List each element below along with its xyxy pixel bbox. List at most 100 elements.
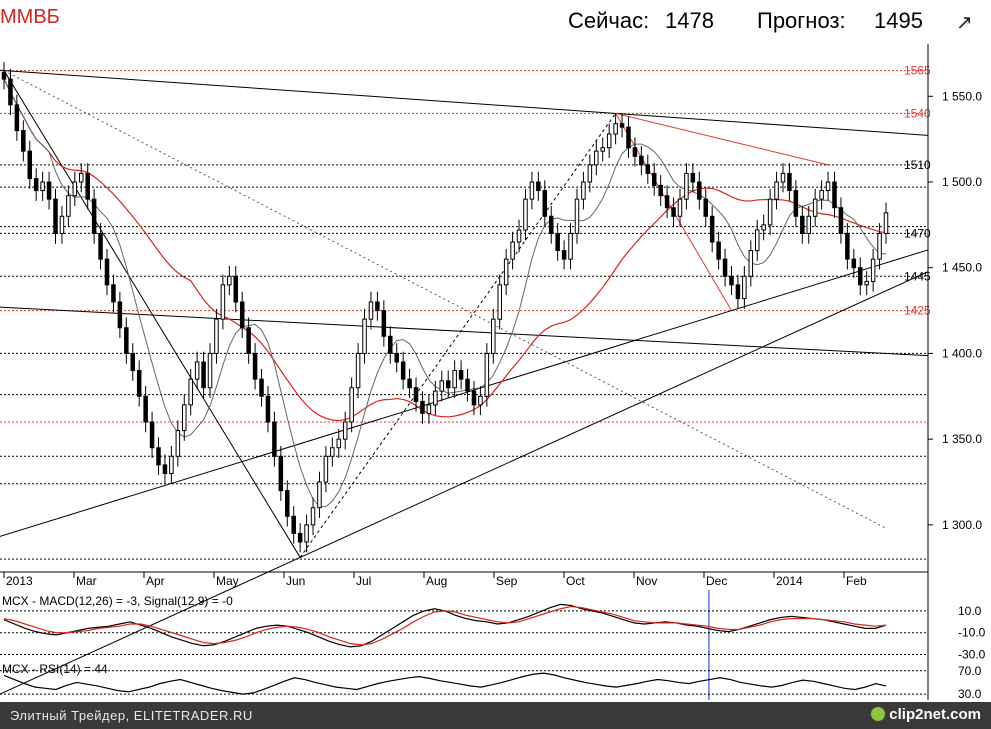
resistance-trendline bbox=[0, 69, 929, 136]
candle-body bbox=[555, 232, 560, 252]
series-line bbox=[3, 605, 887, 646]
dotted-fan-line bbox=[3, 70, 887, 529]
level-label-red: 1540 bbox=[904, 106, 931, 120]
candle-body bbox=[651, 172, 657, 186]
candle-body bbox=[72, 181, 78, 197]
candle-body bbox=[568, 232, 573, 260]
candle-body bbox=[825, 181, 831, 192]
candle-body bbox=[838, 207, 844, 234]
panel-tick-label: 30.0 bbox=[958, 687, 982, 701]
month-label: Jun bbox=[286, 574, 305, 588]
candle-body bbox=[471, 390, 477, 406]
candle-body bbox=[188, 378, 193, 406]
month-label: Dec bbox=[706, 574, 727, 588]
candle-body bbox=[207, 352, 213, 389]
candle-body bbox=[877, 232, 882, 260]
candle-body bbox=[59, 215, 65, 234]
candle-body bbox=[800, 215, 805, 234]
decline-trendline bbox=[3, 70, 301, 558]
candle-body bbox=[529, 181, 535, 200]
month-label: Aug bbox=[426, 574, 447, 588]
candle-body bbox=[767, 198, 773, 226]
price-tick-label: 1 350.0 bbox=[942, 432, 982, 446]
candle-body bbox=[342, 421, 348, 440]
candle-body bbox=[407, 378, 412, 389]
candle-body bbox=[754, 229, 760, 252]
candle-body bbox=[375, 301, 380, 312]
candle-body bbox=[40, 181, 45, 192]
candle-body bbox=[812, 198, 818, 217]
candle-body bbox=[632, 147, 638, 157]
candle-body bbox=[536, 181, 541, 192]
candle-body bbox=[819, 190, 824, 200]
current-price-label: Сейчас: bbox=[568, 8, 650, 33]
candle-body bbox=[124, 327, 129, 354]
candle-body bbox=[78, 172, 84, 183]
candle-body bbox=[368, 301, 374, 320]
candle-body bbox=[729, 275, 734, 286]
candle-body bbox=[716, 241, 721, 260]
macd-panel: 10.0 -10.0 -30.0 bbox=[0, 603, 986, 662]
level-label: 1470 bbox=[904, 226, 931, 240]
current-price-value: 1478 bbox=[665, 8, 714, 33]
candle-body bbox=[735, 284, 741, 300]
month-label: Apr bbox=[146, 574, 165, 588]
candle-body bbox=[548, 215, 554, 234]
candle-body bbox=[613, 123, 618, 135]
candle-body bbox=[478, 395, 483, 406]
panel-tick-label: -30.0 bbox=[958, 648, 986, 662]
candle-body bbox=[291, 515, 296, 534]
candle-body bbox=[626, 126, 631, 149]
lower-channel-line bbox=[0, 306, 929, 357]
candle-body bbox=[774, 181, 779, 200]
month-label: Mar bbox=[76, 574, 97, 588]
month-label: Sep bbox=[496, 574, 518, 588]
candle-body bbox=[458, 370, 464, 380]
candle-body bbox=[787, 172, 792, 192]
candle-body bbox=[465, 378, 470, 392]
candle-body bbox=[259, 378, 264, 397]
price-chart: 151014701445156515401425 1 550.01 500.01… bbox=[0, 44, 986, 701]
expand-arrow-icon[interactable]: ↗ bbox=[956, 12, 973, 34]
long-support-line bbox=[0, 249, 929, 537]
brand-name: clip2net.com bbox=[889, 706, 981, 723]
candle-body bbox=[194, 361, 200, 380]
candle-body bbox=[439, 380, 445, 392]
candle-body bbox=[381, 310, 387, 337]
month-label: 2013 bbox=[6, 574, 33, 588]
candle-body bbox=[111, 284, 116, 303]
candle-body bbox=[162, 464, 168, 474]
level-label-red: 1565 bbox=[904, 64, 931, 78]
forecast-value: 1495 bbox=[874, 8, 923, 33]
clip2net-logo-icon bbox=[871, 707, 886, 721]
price-tick-label: 1 300.0 bbox=[942, 518, 982, 532]
forecast-label: Прогноз: bbox=[757, 8, 846, 33]
candle-body bbox=[433, 390, 438, 406]
support-trendline bbox=[0, 271, 929, 695]
candle-body bbox=[33, 178, 39, 192]
candle-body bbox=[220, 284, 226, 320]
candle-body bbox=[722, 258, 728, 277]
candle-body bbox=[265, 395, 271, 423]
candle-body bbox=[246, 327, 251, 354]
moving-averages bbox=[3, 78, 887, 508]
candle-body bbox=[252, 352, 258, 380]
candle-body bbox=[587, 164, 593, 183]
panel-tick-label: 70.0 bbox=[958, 664, 982, 678]
candle-body bbox=[143, 395, 148, 423]
candle-body bbox=[606, 133, 612, 149]
candle-body bbox=[523, 198, 528, 231]
candle-body bbox=[310, 507, 316, 526]
candle-body bbox=[156, 447, 161, 466]
candle-body bbox=[420, 400, 425, 414]
candle-body bbox=[169, 455, 174, 474]
candle-body bbox=[639, 155, 644, 166]
candle-body bbox=[671, 207, 676, 217]
candle-body bbox=[355, 352, 361, 389]
candle-body bbox=[594, 150, 599, 166]
axes: 1 550.0 1 500.0 1 450.0 1 400.0 1 350.0 1 300… bbox=[0, 44, 982, 700]
candle-body bbox=[413, 387, 419, 402]
month-label: May bbox=[216, 574, 239, 588]
candle-body bbox=[66, 195, 71, 217]
